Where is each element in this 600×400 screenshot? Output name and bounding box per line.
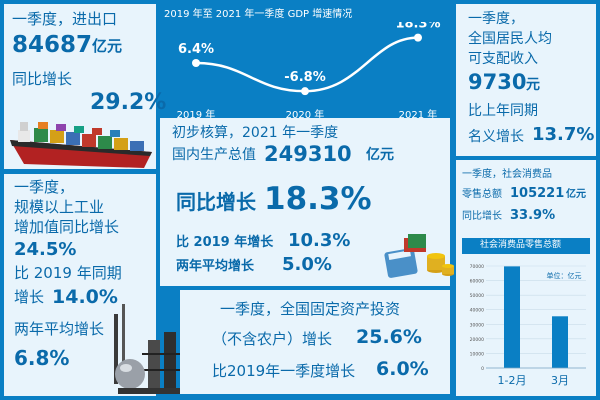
industry-line4: 比 2019 年同期 <box>14 264 122 282</box>
gdp-line1: 初步核算，2021 年一季度 <box>172 125 339 141</box>
income-line6-value: 13.7% <box>532 124 595 145</box>
trade-value: 84687 <box>12 32 93 58</box>
income-line1: 一季度， <box>468 11 524 27</box>
retail-chart-title: 社会消费品零售总额 <box>480 240 562 250</box>
income-value: 9730 <box>468 70 527 94</box>
retail-chart-header <box>462 238 590 254</box>
gdp-chart-title: 2019 年至 2021 年一季度 GDP 增速情况 <box>164 9 353 20</box>
trade-yoy-value: 29.2% <box>90 90 167 115</box>
retail-line2-unit: 亿元 <box>566 189 586 200</box>
trade-panel: 一季度，进出口 84687 亿元 同比增长 29.2% <box>4 4 166 169</box>
y-tick-label: 30000 <box>470 322 484 328</box>
investment-line1: 一季度，全国固定资产投资 <box>220 300 401 318</box>
gdp-point <box>192 59 200 68</box>
income-line6-label: 名义增长 <box>468 129 524 145</box>
gdp-x-tick-label: 2019 年 <box>177 108 216 121</box>
retail-unit-label: 单位：亿元 <box>547 271 582 280</box>
income-line3: 可支配收入 <box>468 51 538 67</box>
x-tick-label: 3月 <box>551 374 569 387</box>
retail-line2-value: 105221 <box>510 186 565 201</box>
gdp-avg-value: 5.0% <box>282 254 332 275</box>
gdp-line2-label: 国内生产总值 <box>172 147 256 163</box>
industry-line6: 两年平均增长 <box>14 320 105 338</box>
investment-line3-value: 6.0% <box>376 358 429 380</box>
y-tick-label: 0 <box>481 366 484 372</box>
gdp-data-label: -6.8% <box>284 70 325 85</box>
gdp-growth-label: 同比增长 <box>176 190 256 214</box>
retail-line2-label: 零售总额 <box>462 189 502 200</box>
investment-line2-value: 25.6% <box>356 326 422 348</box>
gdp-data-label: 18.3% <box>395 22 440 32</box>
gdp-x-tick-label: 2021 年 <box>399 108 438 121</box>
gdp-growth-chart: 6.4% 2019 年 -6.8% 2020 年 18.3% 2021 年 <box>177 22 441 121</box>
gdp-line2-value: 249310 <box>264 142 352 166</box>
industry-line1: 一季度， <box>14 178 75 196</box>
retail-line3-label: 同比增长 <box>462 211 502 222</box>
income-line5: 比上年同期 <box>468 103 538 119</box>
gdp-x-tick-label: 2020 年 <box>286 108 325 121</box>
trade-label: 一季度，进出口 <box>12 10 118 28</box>
retail-bar <box>504 266 520 368</box>
investment-line2-label: （不含农户）增长 <box>212 330 333 348</box>
investment-line3-label: 比2019年一季度增长 <box>212 362 356 380</box>
retail-line1: 一季度，社会消费品 <box>462 169 552 180</box>
industry-avg-value: 6.8% <box>14 346 70 370</box>
trade-unit: 亿元 <box>92 37 123 55</box>
gdp-vs2019-value: 10.3% <box>288 230 351 251</box>
income-panel: 一季度， 全国居民人均 可支配收入 9730 元 比上年同期 名义增长 13.7… <box>456 4 596 156</box>
calculator-coins-icon <box>384 234 454 278</box>
income-line2: 全国居民人均 <box>468 31 552 47</box>
y-tick-label: 10000 <box>470 351 484 357</box>
income-unit: 元 <box>526 77 540 93</box>
gdp-avg-label: 两年平均增长 <box>176 259 255 274</box>
retail-bar <box>552 316 568 368</box>
investment-panel: 一季度，全国固定资产投资 （不含农户）增长 25.6% 比2019年一季度增长 … <box>180 290 450 394</box>
gdp-point <box>414 33 422 42</box>
industry-line5-value: 14.0% <box>52 286 118 308</box>
gdp-point <box>301 87 309 96</box>
retail-line3-value: 33.9% <box>510 208 556 223</box>
y-tick-label: 60000 <box>470 279 484 285</box>
gdp-data-label: 6.4% <box>178 42 214 57</box>
industry-panel: 一季度， 规模以上工业 增加值同比增长 24.5% 比 2019 年同期 增长 … <box>4 174 156 396</box>
industry-line3: 增加值同比增长 <box>14 218 120 236</box>
retail-sales-chart: 0 10000 20000 30000 40000 50000 60000 70000 单位：亿… <box>470 264 586 387</box>
y-tick-label: 20000 <box>470 337 484 343</box>
x-tick-label: 1-2月 <box>498 374 527 387</box>
gdp-growth-value: 18.3% <box>264 181 372 217</box>
industry-yoy-value: 24.5% <box>14 239 77 260</box>
y-tick-label: 70000 <box>470 264 484 270</box>
y-tick-label: 40000 <box>470 308 484 314</box>
retail-panel: 一季度，社会消费品 零售总额 105221 亿元 同比增长 33.9% 社会消费… <box>456 160 596 396</box>
cargo-ship-icon <box>10 122 152 168</box>
y-tick-label: 50000 <box>470 293 484 299</box>
industry-line2: 规模以上工业 <box>14 198 105 216</box>
trade-yoy-label: 同比增长 <box>12 70 73 88</box>
gdp-line2-unit: 亿元 <box>366 147 394 163</box>
industry-line5-label: 增长 <box>14 288 45 306</box>
gdp-vs2019-label: 比 2019 年增长 <box>176 235 274 250</box>
